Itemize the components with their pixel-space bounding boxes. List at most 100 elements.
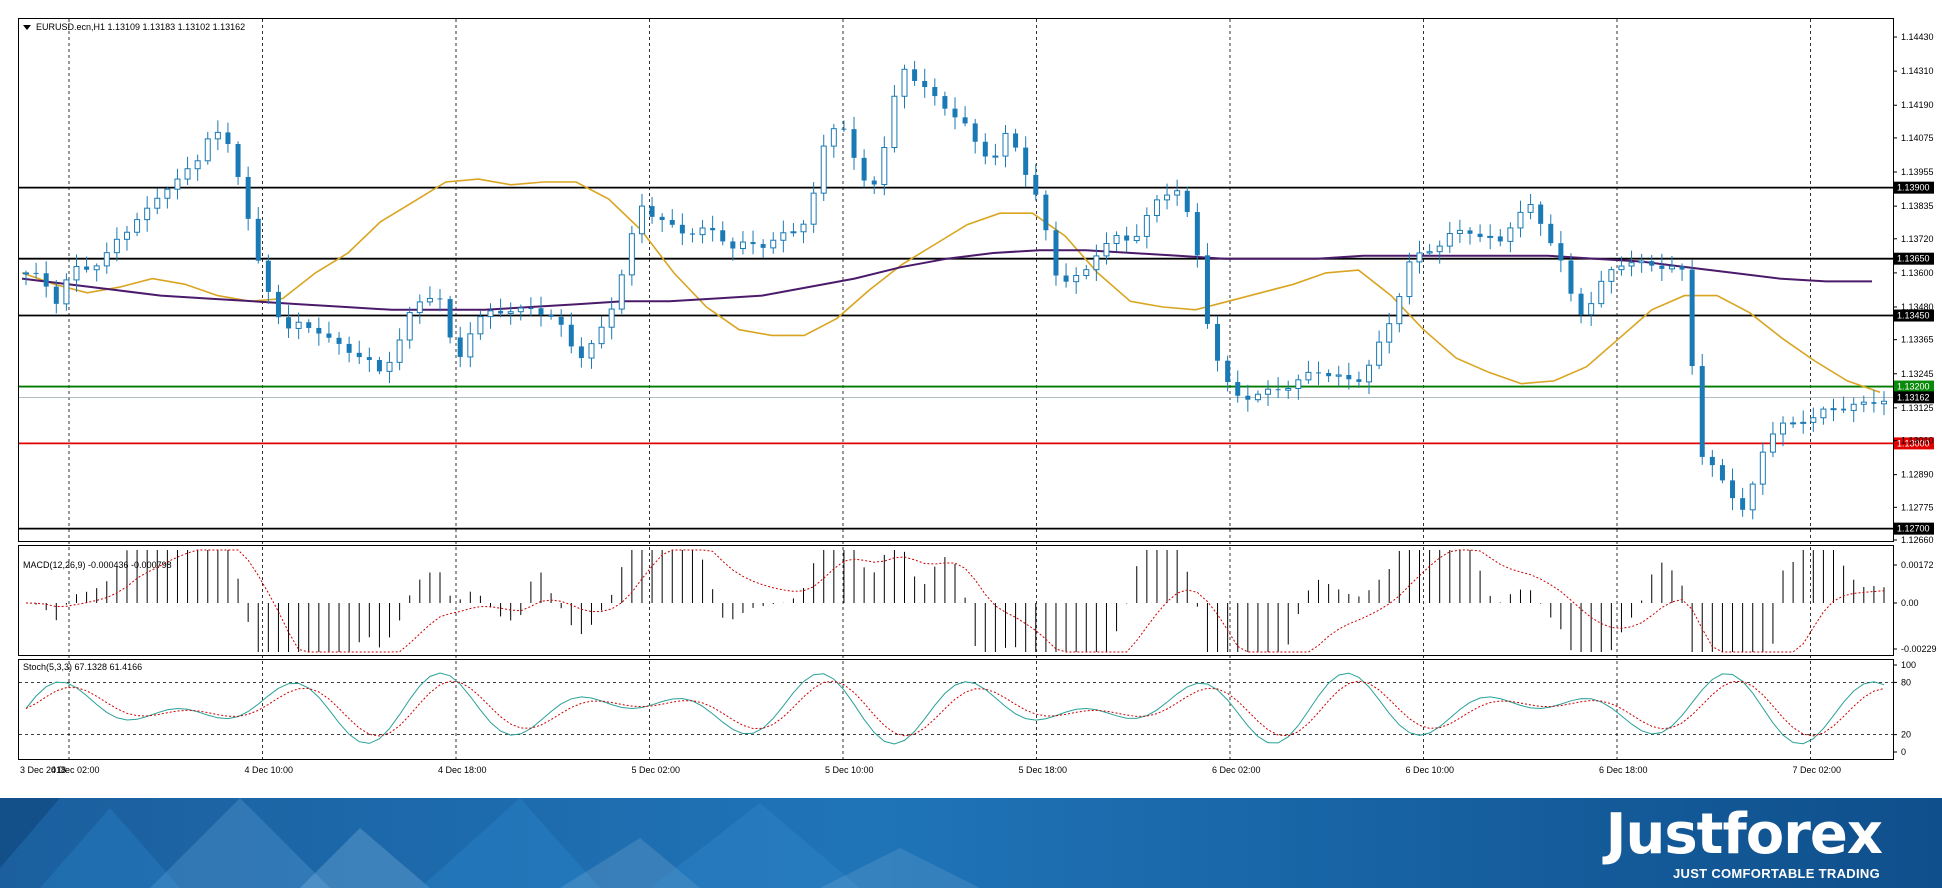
price-scale-label: 1.13600 xyxy=(1901,268,1934,278)
candle-body xyxy=(1830,408,1837,411)
candle-body xyxy=(396,339,403,363)
level-badge-label: 1.13200 xyxy=(1897,382,1930,392)
candle-body xyxy=(1184,190,1190,213)
candle-body xyxy=(1366,364,1373,383)
time-label: 3 Dec 2018 xyxy=(20,765,66,775)
candle-body xyxy=(1143,215,1150,237)
candle-body xyxy=(336,337,342,344)
time-label: 5 Dec 02:00 xyxy=(632,765,681,775)
macd-scale-label: 0.00172 xyxy=(1901,560,1934,570)
macd-scale-label: 0.00 xyxy=(1901,598,1919,608)
price-scale-label: 1.13955 xyxy=(1901,167,1934,177)
level-lines[interactable]: 1.13900 1.13650 1.13450 1.13200 1.13000 1.127… xyxy=(19,181,1934,535)
time-label: 4 Dec 18:00 xyxy=(438,765,487,775)
candle-body xyxy=(487,310,494,318)
candle-body xyxy=(1225,360,1231,383)
time-label: 5 Dec 10:00 xyxy=(825,765,874,775)
candle-body xyxy=(730,241,736,249)
candle-body xyxy=(628,233,635,276)
price-scale-label: 1.12660 xyxy=(1901,535,1934,545)
candle-body xyxy=(477,316,484,335)
candle-body xyxy=(1446,233,1453,247)
candle-body xyxy=(1548,223,1554,244)
candle-body xyxy=(982,141,988,157)
candle-body xyxy=(1275,389,1281,391)
collapse-triangle-icon[interactable] xyxy=(23,25,31,30)
candle-body xyxy=(912,69,918,81)
candle-body xyxy=(1759,451,1766,485)
symbol-info-header[interactable]: EURUSD.ecn,H1 1.13109 1.13183 1.13102 1.… xyxy=(23,22,245,32)
candle-body xyxy=(1659,265,1665,269)
time-label: 7 Dec 02:00 xyxy=(1793,765,1842,775)
candle-body xyxy=(1709,456,1715,466)
candle-body xyxy=(1810,417,1817,423)
candle-body xyxy=(1043,194,1049,231)
candle-body xyxy=(437,298,443,300)
candle-body xyxy=(1305,371,1312,381)
price-scale[interactable]: 1.14430 1.14310 1.14190 1.14075 1.13955 1.138… xyxy=(1893,32,1934,545)
level-badge-label: 1.13650 xyxy=(1897,254,1930,264)
candle-body xyxy=(598,326,605,345)
candle-body xyxy=(1790,422,1797,425)
candle-body xyxy=(1598,280,1605,305)
level-badge-label: 1.12700 xyxy=(1897,524,1930,534)
candle-body xyxy=(1103,242,1110,257)
price-scale-label: 1.13720 xyxy=(1901,234,1934,244)
candle-body xyxy=(154,197,161,209)
brand-tagline: JUST COMFORTABLE TRADING xyxy=(1672,866,1880,881)
candle-body xyxy=(306,322,312,328)
time-label: 6 Dec 10:00 xyxy=(1406,765,1455,775)
candle-body xyxy=(1456,229,1463,235)
candle-body xyxy=(113,238,120,254)
candle-body xyxy=(1346,374,1352,380)
candle-body xyxy=(1780,422,1787,435)
stoch-scale-label: 0 xyxy=(1901,747,1906,757)
candle-body xyxy=(63,279,70,305)
candle-body xyxy=(770,239,777,249)
time-label: 5 Dec 18:00 xyxy=(1019,765,1068,775)
candle-body xyxy=(810,192,817,225)
chart-area[interactable]: 1.13900 1.13650 1.13450 1.13200 1.13000 1.127… xyxy=(0,0,1942,798)
candle-body xyxy=(366,357,372,361)
candle-body xyxy=(144,207,151,221)
price-scale-label: 1.13245 xyxy=(1901,369,1934,379)
price-scale-label: 1.14190 xyxy=(1901,100,1934,110)
price-scale-label: 1.12775 xyxy=(1901,502,1934,512)
candle-body xyxy=(1083,269,1090,276)
candle-body xyxy=(952,108,958,118)
candle-body xyxy=(73,266,80,281)
stoch-scale-label: 100 xyxy=(1901,660,1916,670)
candle-body xyxy=(689,233,695,235)
candle-body xyxy=(739,241,746,249)
candle-body xyxy=(1416,252,1423,263)
candle-body xyxy=(1073,274,1080,283)
moving-averages xyxy=(21,178,1881,393)
candle-body xyxy=(669,219,675,225)
candle-body xyxy=(255,218,261,261)
candle-body xyxy=(528,308,534,310)
price-scale-label: 1.14430 xyxy=(1901,32,1934,42)
current-price-label: 1.13162 xyxy=(1897,392,1930,402)
candle-body xyxy=(214,131,221,140)
candle-body xyxy=(1174,190,1181,196)
candle-body xyxy=(1578,293,1584,315)
stoch-scale: 100 80 20 0 xyxy=(1893,660,1916,757)
candle-body xyxy=(1881,400,1887,405)
candle-body xyxy=(1467,230,1473,234)
candle-body xyxy=(235,144,241,177)
candles xyxy=(23,60,1887,520)
candle-body xyxy=(416,301,423,314)
candle-body xyxy=(1356,379,1362,382)
symbol-info-text: EURUSD.ecn,H1 1.13109 1.13183 1.13102 1.… xyxy=(36,22,245,32)
ma-fast-line xyxy=(21,178,1881,393)
candle-body xyxy=(1679,266,1685,270)
candle-body xyxy=(1649,261,1655,266)
candle-body xyxy=(1477,233,1483,238)
candle-body xyxy=(1730,480,1736,499)
candle-body xyxy=(1436,245,1443,253)
candle-body xyxy=(780,232,787,241)
candle-body xyxy=(386,361,393,372)
price-scale-label: 1.13010 xyxy=(1901,436,1934,446)
candle-body xyxy=(1749,483,1756,511)
